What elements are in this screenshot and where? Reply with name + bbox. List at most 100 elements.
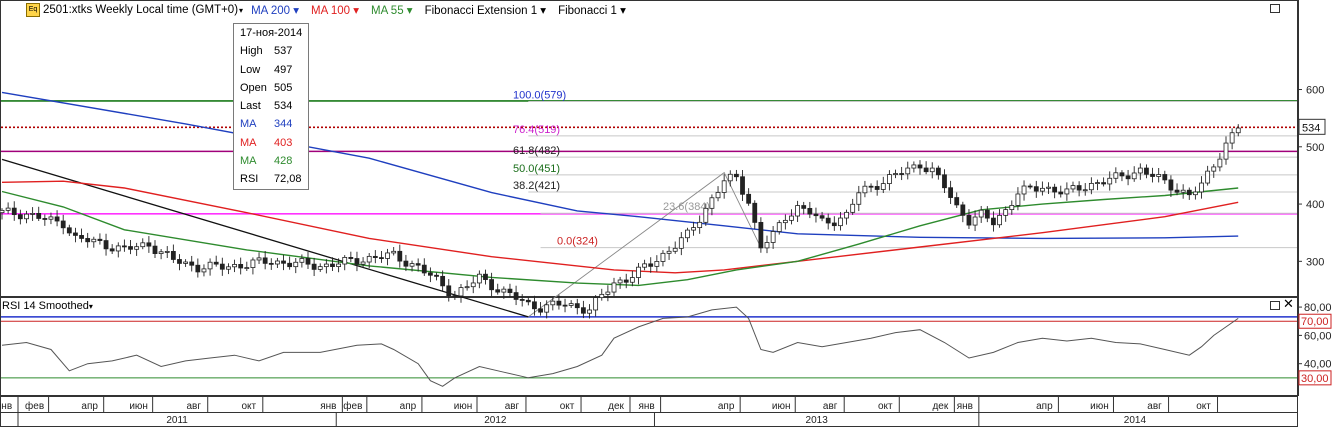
candle-up (1009, 205, 1015, 211)
candle-down (79, 235, 84, 239)
chevron-down-icon[interactable]: ▾ (239, 5, 244, 15)
toolbar: Eq 2501:xtks Weekly Local time (GMT+0) ▾… (26, 2, 638, 18)
candle-down (519, 299, 525, 301)
candle-up (476, 273, 482, 284)
candle-up (850, 203, 856, 213)
candle-up (274, 260, 280, 265)
candle-up (789, 215, 794, 221)
candle-down (801, 205, 807, 209)
maximize-icon[interactable] (1270, 4, 1280, 13)
candle-up (232, 264, 237, 268)
candle-up (250, 259, 256, 268)
candle-up (887, 174, 892, 184)
info-key: Low (240, 63, 261, 76)
candle-up (972, 216, 978, 226)
rsi-close-icon[interactable]: ✕ (1283, 296, 1294, 311)
price-tick-label: 400 (1306, 199, 1324, 211)
rsi-tick-label: 80,00 (1304, 302, 1332, 314)
month-label: янв (320, 401, 336, 412)
candle-up (1180, 189, 1186, 193)
candle-up (134, 246, 140, 250)
candle-up (629, 277, 635, 283)
candle-down (1150, 173, 1155, 177)
rsi-line (1, 306, 1239, 387)
candle-up (1235, 127, 1241, 134)
candle-up (905, 167, 911, 175)
info-value: 428 (274, 155, 293, 168)
candle-down (495, 289, 501, 293)
candle-down (397, 250, 403, 262)
candle-up (385, 252, 390, 259)
info-value: 537 (274, 45, 293, 58)
candle-down (483, 273, 488, 280)
indicator-toggle[interactable]: MA 200 ▾ (251, 5, 300, 17)
symbol-title[interactable]: 2501:xtks Weekly Local time (GMT+0) (43, 4, 239, 16)
candle-up (1156, 174, 1162, 177)
rsi-title[interactable]: RSI 14 Smoothed (2, 300, 89, 312)
candle-down (287, 262, 293, 268)
indicator-toggle[interactable]: Fibonacci Extension 1 ▾ (424, 5, 547, 17)
candle-up (1211, 166, 1217, 172)
rsi-lower-label: 30,00 (1301, 373, 1329, 385)
candle-up (685, 229, 690, 239)
candle-up (1003, 209, 1009, 216)
candle-up (776, 222, 782, 232)
fib-extension-lines[interactable] (528, 171, 762, 318)
main-panel-border (0, 0, 1298, 297)
candle-down (513, 292, 519, 300)
indicator-toggle[interactable]: MA 55 ▾ (371, 5, 413, 17)
candle-down (525, 299, 531, 303)
month-label: дек (932, 401, 948, 412)
candle-down (960, 204, 966, 216)
candle-down (103, 240, 109, 250)
candle-down (734, 173, 739, 178)
candle-down (923, 167, 929, 173)
candle-up (5, 207, 11, 211)
candle-up (464, 286, 470, 289)
symbol-icon[interactable]: Eq (26, 3, 40, 17)
candle-up (366, 255, 372, 263)
candle-down (54, 216, 60, 222)
month-label: окт (1196, 401, 1211, 412)
candle-down (581, 307, 586, 314)
candle-up (342, 257, 348, 265)
indicator-toggle[interactable]: Fibonacci 1 ▾ (558, 5, 626, 17)
candle-down (868, 185, 874, 188)
candle-down (562, 304, 568, 307)
candle-down (213, 261, 219, 265)
info-row: Low 497 (234, 61, 308, 79)
candle-down (1027, 185, 1033, 188)
month-label: фев (343, 400, 362, 412)
candle-up (409, 263, 415, 267)
indicator-toggle[interactable]: MA 100 ▾ (311, 5, 359, 17)
candle-up (678, 237, 684, 249)
fib-label: 38.2(421) (513, 180, 560, 192)
candle-up (1082, 189, 1088, 192)
chevron-down-icon[interactable]: ▾ (88, 301, 93, 311)
info-value: 344 (274, 118, 293, 131)
candle-up (697, 221, 703, 229)
candle-down (1168, 179, 1174, 191)
candle-up (501, 288, 507, 293)
candle-up (458, 287, 464, 297)
rsi-maximize-icon[interactable] (1270, 301, 1280, 310)
trend-line[interactable] (1, 158, 529, 318)
candle-down (281, 260, 286, 264)
candle-down (146, 242, 152, 247)
candle-up (727, 173, 733, 182)
candle-up (207, 261, 213, 270)
info-key: High (240, 45, 263, 58)
candle-down (440, 275, 446, 287)
candle-up (293, 261, 299, 268)
candle-down (489, 279, 495, 291)
info-rows: High 537 Low 497 Open 505 Last 534 MA 344 MA 403 MA 4… (234, 42, 308, 188)
info-key: MA (240, 136, 257, 149)
candle-down (446, 285, 452, 297)
candle-up (709, 197, 715, 209)
candle-down (97, 238, 103, 241)
candle-up (201, 268, 207, 273)
candle-up (672, 247, 678, 252)
candle-down (942, 174, 947, 189)
candle-up (550, 300, 556, 306)
candle-up (1199, 182, 1204, 193)
